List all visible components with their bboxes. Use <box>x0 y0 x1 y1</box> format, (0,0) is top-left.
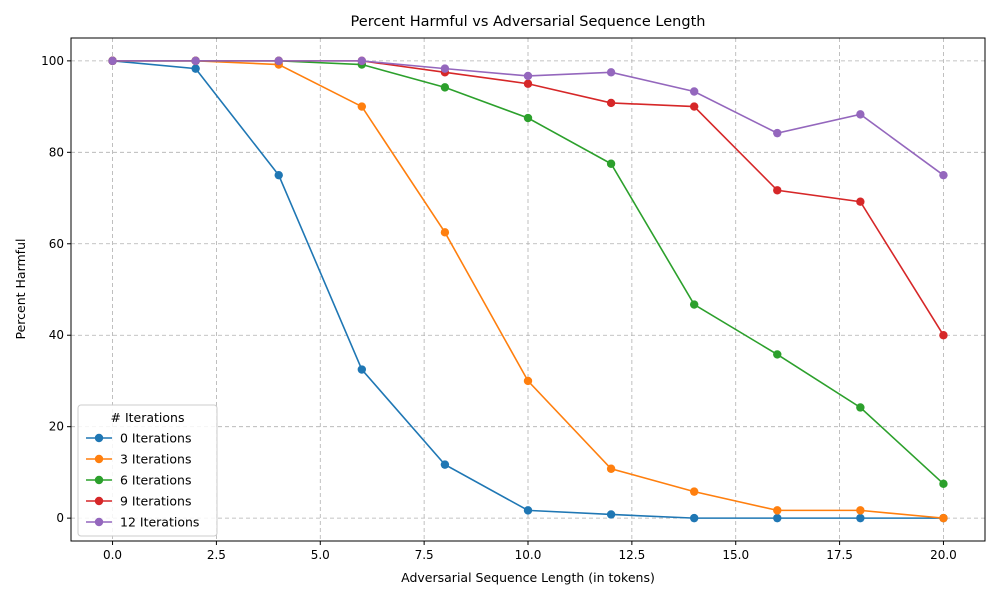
data-point <box>440 83 450 92</box>
data-point <box>773 506 782 515</box>
x-tick-label: 2.5 <box>207 548 226 562</box>
y-tick-label: 60 <box>49 237 64 251</box>
x-tick-label: 0.0 <box>103 548 122 562</box>
legend: # Iterations 0 Iterations 3 Iterations 6 I… <box>77 404 218 537</box>
data-point <box>440 460 450 469</box>
data-point <box>939 479 948 489</box>
legend-box <box>77 404 218 537</box>
legend-title: # Iterations <box>111 410 185 425</box>
data-point <box>773 350 782 359</box>
data-point <box>606 98 616 108</box>
data-point <box>606 464 616 473</box>
x-tick-label: 20.0 <box>930 548 957 562</box>
data-point <box>357 56 367 66</box>
data-point <box>689 87 699 96</box>
data-point <box>606 68 616 77</box>
data-point <box>523 506 533 515</box>
y-tick-label: 80 <box>49 145 64 159</box>
data-point <box>773 128 782 138</box>
data-point <box>856 513 865 523</box>
data-point <box>856 197 865 206</box>
data-point <box>191 64 200 73</box>
data-point <box>939 331 948 340</box>
legend-label: 3 Iterations <box>120 452 191 467</box>
data-point <box>939 513 948 523</box>
legend-marker <box>94 496 104 506</box>
legend-entry: 6 Iterations <box>86 473 191 488</box>
data-point <box>523 113 533 123</box>
data-point <box>773 186 782 195</box>
legend-entry: 9 Iterations <box>86 494 191 509</box>
legend-marker <box>94 475 104 485</box>
x-tick-label: 12.5 <box>619 548 646 562</box>
x-tick-label: 5.0 <box>311 548 330 562</box>
legend-entry: 12 Iterations <box>86 515 199 530</box>
series-0 <box>108 56 948 523</box>
y-tick-label: 20 <box>49 420 64 434</box>
series-layer <box>108 56 948 523</box>
x-tick-label: 7.5 <box>415 548 434 562</box>
legend-entry: 0 Iterations <box>86 431 191 446</box>
data-point <box>689 300 699 309</box>
data-point <box>689 102 699 111</box>
y-axis-label: Percent Harmful <box>13 239 28 340</box>
chart-title: Percent Harmful vs Adversarial Sequence … <box>351 14 706 30</box>
series-4 <box>108 56 948 180</box>
data-point <box>440 228 450 237</box>
x-tick-label: 15.0 <box>722 548 749 562</box>
legend-label: 9 Iterations <box>120 494 191 509</box>
data-point <box>689 487 699 496</box>
data-point <box>856 110 865 119</box>
data-point <box>773 513 782 523</box>
data-point <box>440 64 450 73</box>
data-point <box>523 79 533 88</box>
data-point <box>357 102 367 111</box>
data-point <box>606 159 616 168</box>
data-point <box>108 56 117 66</box>
data-point <box>357 365 367 374</box>
legend-entry: 3 Iterations <box>86 452 191 467</box>
data-point <box>191 56 200 66</box>
data-point <box>856 403 865 412</box>
data-point <box>274 56 283 66</box>
data-point <box>856 506 865 515</box>
legend-marker <box>94 433 104 443</box>
y-tick-label: 40 <box>49 328 64 342</box>
x-tick-label: 17.5 <box>826 548 853 562</box>
data-point <box>939 170 948 180</box>
data-point <box>689 513 699 523</box>
legend-label: 0 Iterations <box>120 431 191 446</box>
data-point <box>274 170 283 180</box>
legend-label: 12 Iterations <box>120 515 199 530</box>
x-tick-label: 10.0 <box>515 548 542 562</box>
x-axis-label: Adversarial Sequence Length (in tokens) <box>401 570 655 585</box>
grid-lines <box>71 38 985 541</box>
axis-ticks: 0.0 2.5 5.0 7.5 10.0 12.5 15.0 17.5 20.0 0 20 40 60 8… <box>41 54 957 562</box>
y-tick-label: 0 <box>56 511 64 525</box>
legend-marker <box>94 454 104 464</box>
data-point <box>606 510 616 519</box>
legend-label: 6 Iterations <box>120 473 191 488</box>
y-tick-label: 100 <box>41 54 64 68</box>
data-point <box>523 71 533 81</box>
legend-marker <box>94 517 104 527</box>
data-point <box>523 376 533 386</box>
